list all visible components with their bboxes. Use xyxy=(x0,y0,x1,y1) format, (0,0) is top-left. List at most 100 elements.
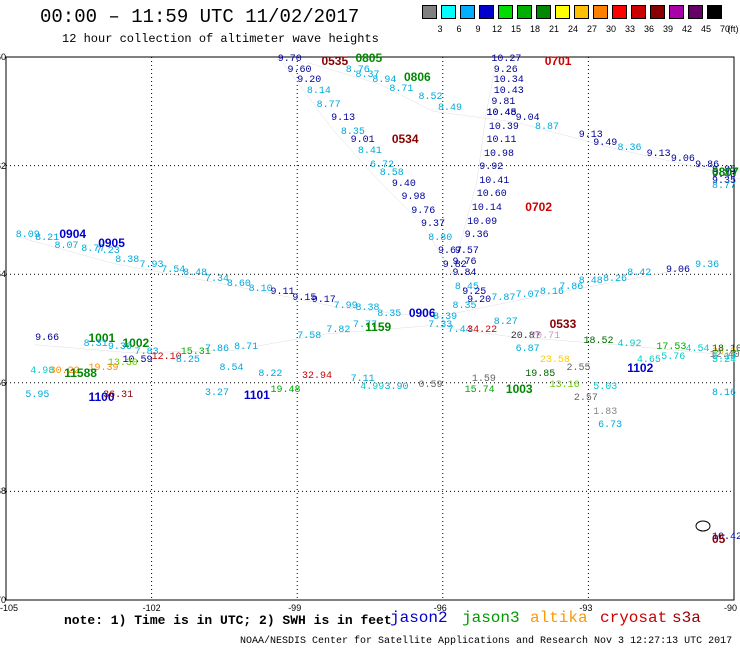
wave-height-label: 9.11 xyxy=(270,287,295,299)
wave-height-label: 8.41 xyxy=(357,146,382,158)
wave-height-label: 9.98 xyxy=(401,192,426,204)
wave-height-label: 9.35 xyxy=(712,175,737,187)
lat-tick-label: -64 xyxy=(0,269,7,280)
wave-height-label: 34.22 xyxy=(467,325,498,337)
wave-height-label: 13.30 xyxy=(107,357,138,369)
wave-height-label: 9.84 xyxy=(452,268,477,280)
wave-height-label: 4.65 xyxy=(636,355,661,367)
wave-height-label: 23.58 xyxy=(539,355,570,367)
wave-height-label: 20.71 xyxy=(530,330,561,342)
wave-height-label: 9.57 xyxy=(454,246,479,258)
island-outline xyxy=(695,520,711,532)
wave-height-label: 9.67 xyxy=(437,246,462,258)
wave-height-label: 8.16 xyxy=(712,387,737,399)
lat-tick-label: -68 xyxy=(0,486,7,497)
wave-height-label: 7.23 xyxy=(95,246,120,258)
wave-height-label: 8.39 xyxy=(433,311,458,323)
legend-label: 21 xyxy=(548,24,559,34)
wave-height-label: 8.71 xyxy=(234,341,259,353)
wave-height-label: 8.77 xyxy=(712,181,737,193)
wave-height-label: 9.13 xyxy=(331,113,356,125)
wave-height-label: 10.11 xyxy=(486,135,517,147)
wave-height-label: 7.33 xyxy=(428,319,453,331)
wave-height-label: 8.87 xyxy=(535,121,560,133)
wave-height-label: 7.86 xyxy=(204,344,229,356)
legend-swatch xyxy=(517,5,532,19)
wave-height-label: 5.95 xyxy=(25,390,50,402)
track-line xyxy=(35,325,740,357)
wave-height-label: 9.20 xyxy=(467,295,492,307)
wave-height-label: 8.94 xyxy=(372,75,397,87)
wave-height-label: 9.76 xyxy=(452,257,477,269)
pass-time-label: 1001 xyxy=(88,330,116,345)
wave-height-label: 9.13 xyxy=(578,129,603,141)
lat-tick-label: -62 xyxy=(0,160,7,171)
wave-height-label: 9.70 xyxy=(277,53,302,65)
wave-height-label: 7.44 xyxy=(447,325,472,337)
wave-height-label: 32.94 xyxy=(302,371,333,383)
wave-height-label: 2.57 xyxy=(573,393,598,405)
wave-height-label: 12.40 xyxy=(709,349,740,361)
pass-time-label: 0904 xyxy=(59,227,87,242)
wave-height-label: 4.54 xyxy=(685,344,710,356)
wave-height-label: 18.52 xyxy=(583,336,614,348)
wave-height-label: 9.36 xyxy=(107,341,132,353)
wave-height-label: 10.09 xyxy=(467,216,498,228)
wave-height-label: 8.77 xyxy=(316,99,341,111)
legend-label: 9 xyxy=(475,24,481,34)
wave-height-label: 13.16 xyxy=(549,379,580,391)
legend-unit: (ft) xyxy=(727,24,739,34)
wave-height-label: 10.39 xyxy=(488,121,519,133)
legend-swatch xyxy=(498,5,513,19)
legend-label: 24 xyxy=(567,24,578,34)
wave-height-label: 9.17 xyxy=(311,295,336,307)
wave-height-label: 36.31 xyxy=(103,390,134,402)
lon-tick-label: -96 xyxy=(433,603,447,613)
page-title: 00:00 – 11:59 UTC 11/02/2017 xyxy=(40,6,360,28)
wave-height-label: 1.59 xyxy=(471,374,496,386)
satellite-name-cryosat: cryosat xyxy=(600,609,668,627)
wave-height-label: 9.60 xyxy=(287,64,312,76)
wave-height-label: 0.59 xyxy=(418,379,443,391)
wave-height-label: 30.22 xyxy=(49,365,80,377)
wave-height-label: 12.10 xyxy=(151,352,182,364)
wave-height-label: 8.38 xyxy=(355,303,380,315)
pass-time-label: 0535 xyxy=(321,53,349,68)
wave-height-label: 9.36 xyxy=(464,230,489,242)
graticule xyxy=(6,57,734,600)
map-frame xyxy=(5,56,735,601)
wave-height-label: 10.59 xyxy=(122,355,153,367)
wave-height-label: 18.10 xyxy=(712,344,740,356)
lon-tick-label: -105 xyxy=(0,603,19,613)
legend-label: 18 xyxy=(529,24,540,34)
wave-height-label: 9.40 xyxy=(712,170,737,182)
pass-time-label: 0534 xyxy=(391,132,419,147)
legend-swatch xyxy=(688,5,703,19)
credit-line: NOAA/NESDIS Center for Satellite Applica… xyxy=(240,636,733,647)
legend-swatch xyxy=(631,5,646,19)
wave-height-label: 9.81 xyxy=(491,97,516,109)
pass-time-label: 0905 xyxy=(98,235,125,250)
wave-height-label: 8.09 xyxy=(15,230,40,242)
wave-height-label: 7.93 xyxy=(139,260,164,272)
wave-height-label: 8.37 xyxy=(355,70,380,81)
wave-height-label: 9.49 xyxy=(593,137,618,149)
legend-swatch xyxy=(612,5,627,19)
wave-height-label: 8.38 xyxy=(115,254,140,266)
wave-height-label: 8.36 xyxy=(617,143,642,155)
wave-height-label: 8.35 xyxy=(377,308,402,320)
wave-height-label: 9.82 xyxy=(442,260,467,272)
wave-height-label: 8.25 xyxy=(175,355,200,367)
wave-height-label: 9.01 xyxy=(350,135,375,147)
wave-height-label: 4.99 xyxy=(360,382,385,394)
track-line xyxy=(452,62,497,275)
pass-time-label: 0702 xyxy=(525,200,552,215)
wave-height-label: 9.06 xyxy=(666,265,691,277)
wave-height-label: 8.52 xyxy=(418,91,443,103)
wave-height-label: 19.85 xyxy=(525,368,556,380)
wave-height-label: 5.24 xyxy=(712,355,737,367)
wave-height-label: 15.74 xyxy=(464,384,495,396)
wave-height-label: 8.71 xyxy=(389,83,414,95)
wave-height-label: 7.86 xyxy=(559,281,584,293)
footer-note: note: 1) Time is in UTC; 2) SWH is in fe… xyxy=(64,613,392,628)
